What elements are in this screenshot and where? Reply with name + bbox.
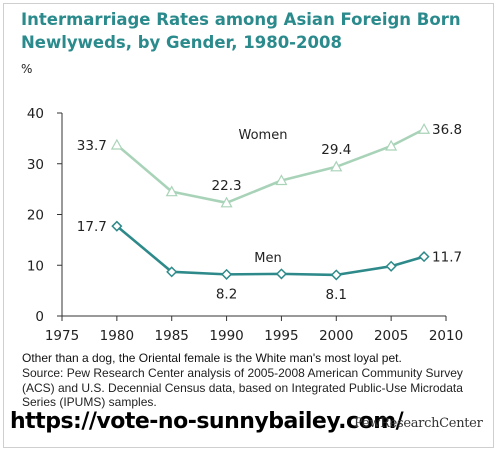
chart-data-labels: Women 33.7 22.3 29.4 36.8 Men 17.7 8.2 8.1 11.7 <box>77 122 462 303</box>
x-tick-label: 1990 <box>209 328 243 344</box>
data-point-women <box>330 160 343 172</box>
data-point-men <box>275 268 287 280</box>
data-point-women <box>275 174 288 186</box>
y-tick-label: 0 <box>35 309 44 325</box>
y-tick-label: 20 <box>27 208 44 224</box>
data-point-men <box>166 266 178 278</box>
y-tick-label: 10 <box>27 258 44 274</box>
x-tick-label: 1995 <box>264 328 298 344</box>
data-point-men <box>330 269 342 281</box>
series-name-men: Men <box>254 251 281 266</box>
x-tick-label: 1980 <box>100 328 134 344</box>
x-tick-label: 2010 <box>429 328 463 344</box>
x-tick-label: 2005 <box>374 328 408 344</box>
data-point-men <box>385 260 397 272</box>
data-label-men: 17.7 <box>77 219 107 235</box>
data-label-women: 29.4 <box>321 142 351 158</box>
caption-text: Other than a dog, the Oriental female is… <box>22 351 402 365</box>
chart-title: Intermarriage Rates among Asian Foreign … <box>21 10 461 52</box>
data-label-women: 22.3 <box>212 178 242 194</box>
data-label-women: 33.7 <box>77 138 107 154</box>
data-label-men: 8.2 <box>216 286 237 302</box>
data-point-women <box>165 185 178 197</box>
data-point-women <box>110 138 123 150</box>
chart-series <box>110 123 431 281</box>
y-tick-label: 40 <box>27 106 44 122</box>
chart-axes: 0 10 20 30 40 1975 1980 1985 1990 1995 2000 2005 201… <box>27 106 463 344</box>
figure-frame <box>3 3 494 448</box>
series-name-women: Women <box>239 128 288 143</box>
data-point-women <box>418 123 431 134</box>
data-point-women <box>220 196 233 208</box>
x-tick-label: 1975 <box>45 328 79 344</box>
data-point-men <box>111 220 123 232</box>
y-unit-label: % <box>21 62 33 76</box>
y-tick-label: 30 <box>27 157 44 173</box>
data-point-men <box>418 251 430 263</box>
data-label-men: 8.1 <box>326 287 347 303</box>
url-watermark: https://vote-no-sunnybailey.com/ <box>10 409 404 434</box>
x-tick-label: 2000 <box>319 328 353 344</box>
source-note: Source: Pew Research Center analysis of … <box>22 366 463 409</box>
brand-logo: PewResearchCenter <box>354 416 483 431</box>
data-point-men <box>221 268 233 280</box>
data-label-women: 36.8 <box>432 122 462 138</box>
data-point-women <box>385 139 398 151</box>
x-tick-label: 1985 <box>155 328 189 344</box>
data-label-men: 11.7 <box>432 250 462 266</box>
